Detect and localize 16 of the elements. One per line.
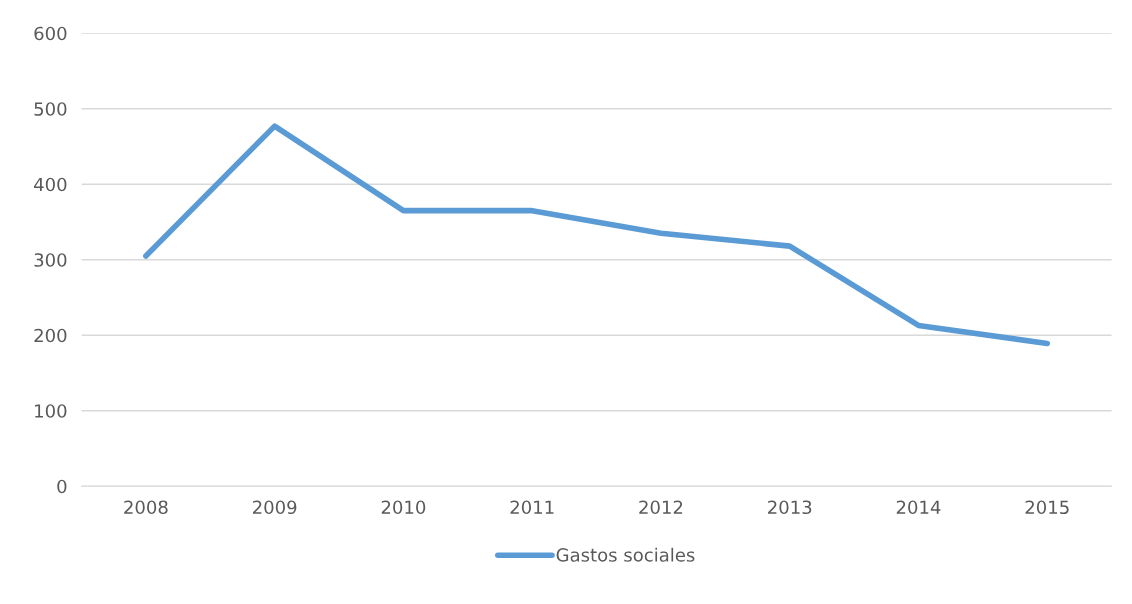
y-tick-label: 300 bbox=[34, 253, 67, 267]
y-tick-label: 400 bbox=[34, 177, 67, 192]
y-tick-label: 600 bbox=[34, 26, 67, 41]
legend-label: Gastos sociales bbox=[556, 547, 695, 562]
x-tick-label: 2015 bbox=[1025, 500, 1069, 515]
y-tick-label: 200 bbox=[34, 328, 67, 343]
y-tick-label: 100 bbox=[35, 404, 67, 418]
x-tick-label: 2011 bbox=[510, 500, 554, 515]
x-tick-label: 2009 bbox=[253, 500, 297, 515]
x-tick-label: 2013 bbox=[768, 500, 812, 515]
x-tick-label: 2012 bbox=[639, 500, 683, 515]
y-tick-label: 500 bbox=[34, 102, 67, 116]
x-tick-label: 2014 bbox=[896, 500, 941, 515]
y-tick-label: 0 bbox=[57, 479, 67, 494]
x-tick-label: 2010 bbox=[381, 500, 426, 515]
x-tick-label: 2008 bbox=[124, 500, 168, 515]
